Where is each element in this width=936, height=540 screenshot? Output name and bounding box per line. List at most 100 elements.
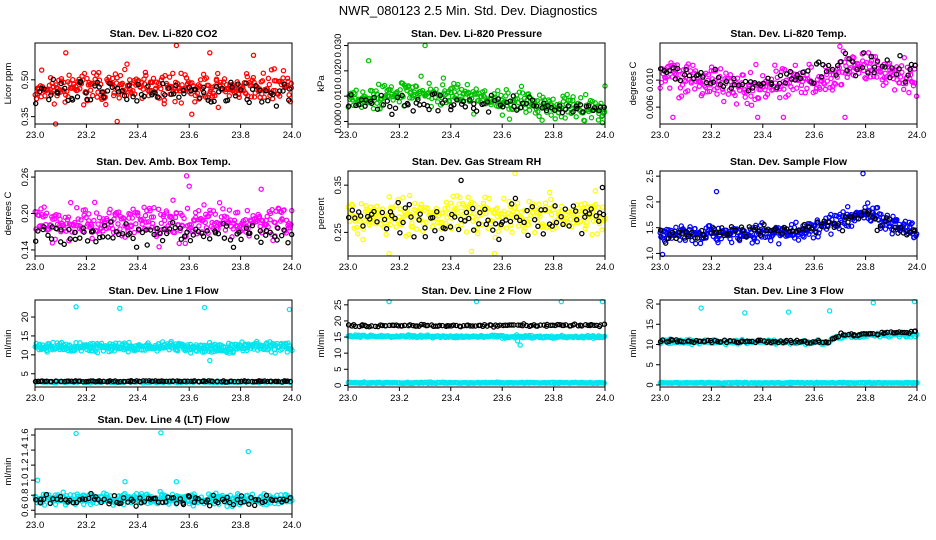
data-point xyxy=(228,79,234,86)
data-point xyxy=(50,76,57,83)
y-tick-label: 0.030 xyxy=(333,34,344,58)
data-point xyxy=(593,213,599,219)
data-points xyxy=(657,298,920,387)
data-point xyxy=(83,214,89,221)
data-point xyxy=(731,75,737,82)
data-point xyxy=(360,226,367,232)
data-point xyxy=(48,236,55,242)
data-point xyxy=(76,496,83,503)
data-point xyxy=(53,225,59,232)
data-point xyxy=(286,92,292,98)
data-point xyxy=(392,105,399,111)
data-point xyxy=(788,221,795,228)
data-point xyxy=(379,206,386,212)
x-tick-label: 23.6 xyxy=(493,130,512,141)
data-point xyxy=(264,213,270,220)
data-point xyxy=(353,87,359,93)
data-point xyxy=(579,208,586,214)
data-point xyxy=(274,237,280,243)
data-point xyxy=(899,69,905,76)
data-point xyxy=(176,94,182,100)
data-point xyxy=(152,90,158,96)
y-axis-label: ml/min xyxy=(3,458,14,486)
data-point xyxy=(366,323,372,330)
data-point xyxy=(861,330,867,337)
data-point xyxy=(588,206,594,212)
data-point xyxy=(813,229,819,236)
x-tick-label: 23.2 xyxy=(390,262,409,273)
data-point xyxy=(860,50,867,56)
data-point xyxy=(685,61,692,67)
data-point xyxy=(51,88,57,94)
data-point xyxy=(374,203,380,210)
data-point xyxy=(496,211,502,217)
data-point xyxy=(381,82,388,89)
data-point xyxy=(846,56,852,62)
data-point xyxy=(200,71,207,78)
data-point xyxy=(351,225,357,231)
data-point xyxy=(481,203,487,210)
data-point xyxy=(482,206,488,213)
data-point xyxy=(465,194,471,201)
data-point xyxy=(358,200,365,207)
data-point xyxy=(891,87,898,93)
data-point xyxy=(173,82,179,89)
data-point xyxy=(253,82,259,89)
data-point xyxy=(467,323,473,329)
x-tick-label: 24.0 xyxy=(908,262,927,273)
data-point xyxy=(345,103,352,109)
data-point xyxy=(739,81,746,88)
data-point xyxy=(741,89,747,96)
data-point xyxy=(400,194,406,201)
data-point xyxy=(167,220,174,226)
data-point xyxy=(442,220,449,227)
data-point xyxy=(402,205,409,211)
data-point xyxy=(360,89,366,95)
data-point xyxy=(182,378,188,384)
data-point xyxy=(910,82,917,89)
data-point xyxy=(127,230,133,237)
data-point xyxy=(824,78,831,84)
data-point xyxy=(110,235,116,241)
y-tick-label: 25 xyxy=(333,300,344,311)
data-point xyxy=(357,213,364,219)
chart-ambbox: Stan. Dev. Amb. Box Temp.degrees C23.0 23… xyxy=(3,156,301,273)
data-point xyxy=(558,213,564,220)
data-point xyxy=(825,339,832,346)
data-point xyxy=(414,323,420,329)
x-tick-label: 23.8 xyxy=(856,262,875,273)
data-point xyxy=(152,495,159,502)
data-point xyxy=(33,496,39,503)
data-point xyxy=(140,378,147,384)
data-point xyxy=(216,199,223,206)
data-point xyxy=(392,215,398,222)
data-point xyxy=(220,206,226,212)
data-point xyxy=(38,496,44,503)
data-point xyxy=(363,323,370,330)
data-point xyxy=(429,223,436,230)
data-point xyxy=(162,72,168,79)
data-point xyxy=(135,226,142,232)
data-point xyxy=(162,92,168,98)
data-point xyxy=(242,216,249,223)
data-points xyxy=(345,42,608,126)
data-point xyxy=(564,91,570,98)
data-point xyxy=(773,68,779,74)
y-axis-label: ml/min xyxy=(628,200,639,228)
data-point xyxy=(552,116,558,122)
y-tick-label: 15 xyxy=(20,331,31,342)
data-point xyxy=(883,74,890,80)
y-axis-label: degrees C xyxy=(628,61,639,105)
data-point xyxy=(732,227,739,234)
data-point xyxy=(795,237,802,243)
data-point xyxy=(133,503,139,509)
data-point xyxy=(77,78,84,85)
x-tick-label: 23.8 xyxy=(231,262,250,273)
chart-title: Stan. Dev. Gas Stream RH xyxy=(412,156,541,168)
data-point xyxy=(38,67,45,73)
data-point xyxy=(526,107,533,113)
data-point xyxy=(111,492,118,499)
y-tick-label: 0.020 xyxy=(333,59,344,83)
data-point xyxy=(870,53,876,60)
data-point xyxy=(192,99,198,105)
